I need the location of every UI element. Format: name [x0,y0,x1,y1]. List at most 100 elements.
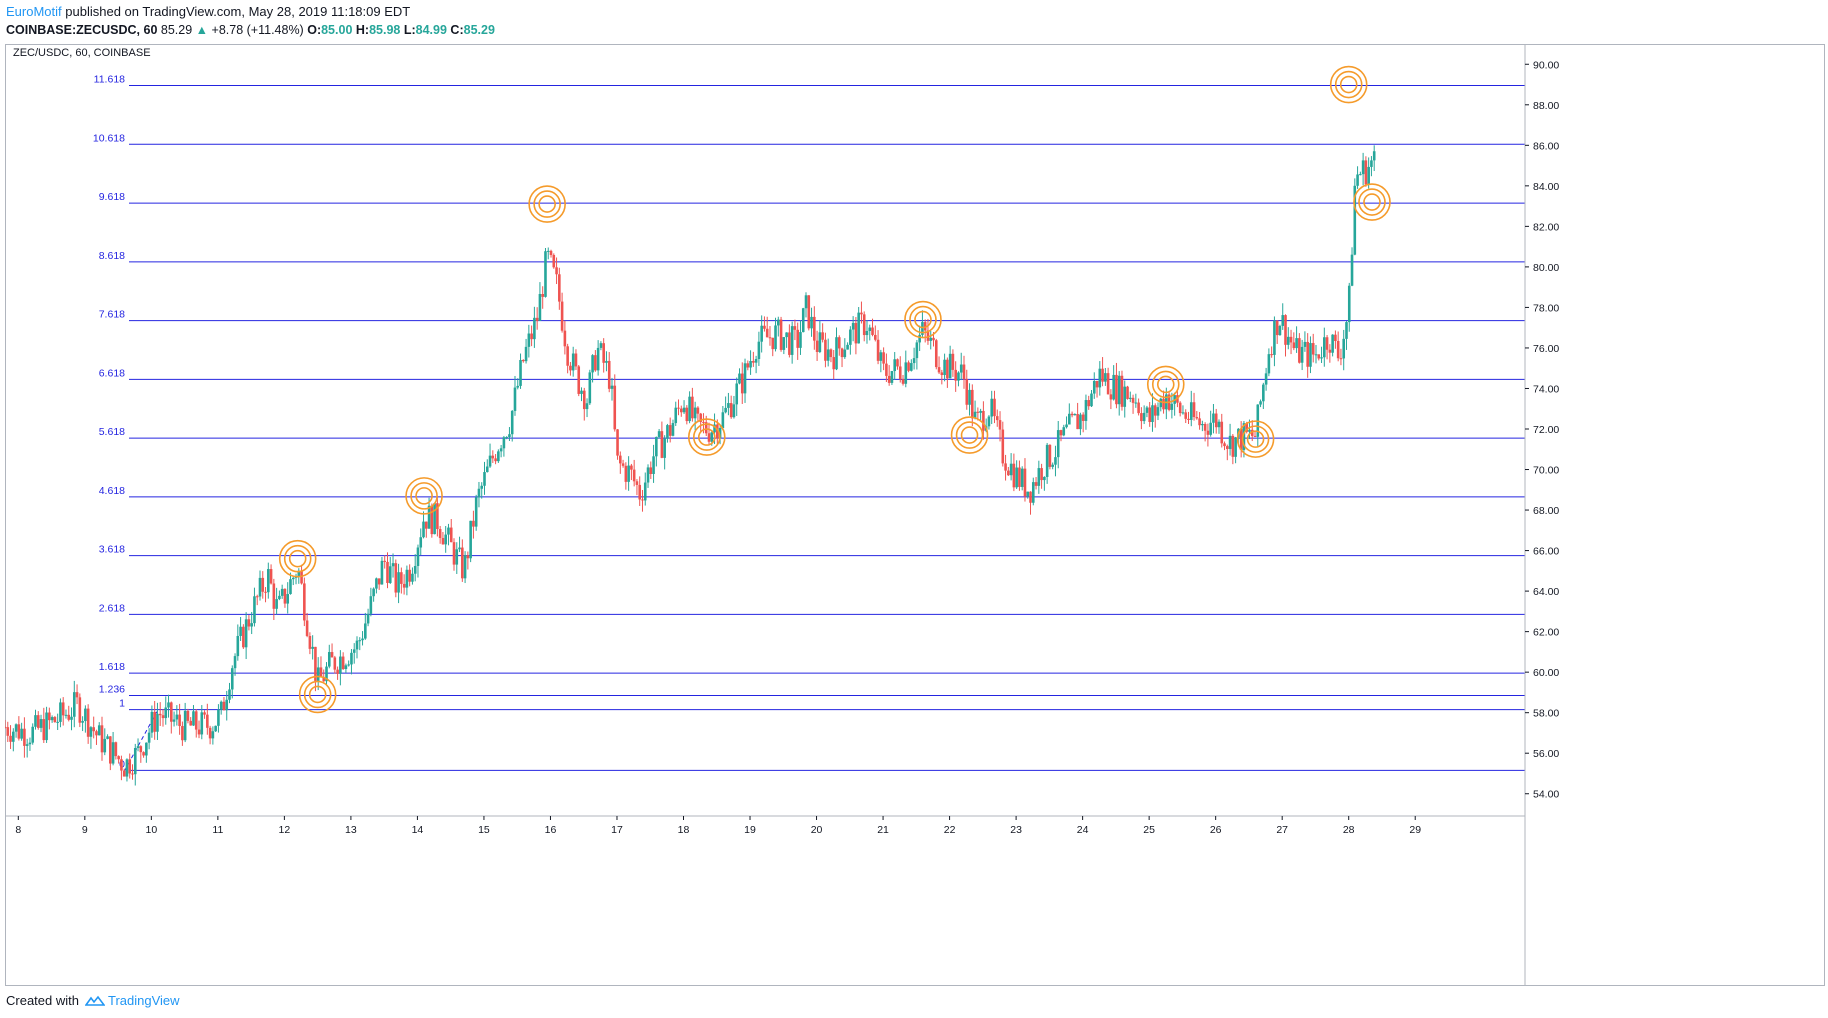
candle [857,307,860,344]
tradingview-logo-icon [84,995,105,1006]
candle-body [25,744,29,746]
candle-body [194,711,198,730]
candle-body [563,330,567,347]
candle [161,709,165,727]
candle [1051,462,1054,470]
candle-body [1095,380,1099,388]
candle [1350,247,1354,287]
candle-body [497,451,500,462]
candle-body [582,390,586,410]
candle [1300,339,1304,371]
candle-body [1151,405,1154,423]
candle-body [1092,380,1096,394]
candle-body [776,319,780,326]
candle-body [375,578,378,589]
candle [990,390,994,425]
candle-body [968,389,971,405]
candle [200,705,204,740]
candle [158,702,162,726]
candle [1212,404,1215,434]
candle [458,536,461,553]
candle [1056,421,1060,469]
price-tick-label: 60.00 [1533,667,1559,679]
candle-body [699,413,702,422]
candle-body [510,410,514,435]
candle [513,375,517,416]
candle [1040,463,1043,489]
candle [1189,390,1193,427]
footer: Created with TradingView [6,993,180,1008]
candle-body [84,708,87,722]
candle-body [1023,468,1027,497]
candle-body [386,561,389,583]
candle-body [289,579,292,595]
candle-body [1212,413,1215,423]
candle-body [574,353,578,367]
candle-body [169,702,173,722]
candle-body [860,312,863,315]
candle [70,707,73,731]
candle-body [161,715,165,719]
candle-body [1370,160,1373,167]
candle-body [666,425,669,439]
candle [1303,331,1307,352]
price-chart[interactable]: 011.2361.6182.6183.6184.6185.6186.6187.6… [3,44,1825,986]
candle [466,551,470,570]
candle-body [552,254,556,268]
candle-body [876,339,880,361]
candle [86,704,90,744]
candle [959,352,963,381]
candle-body [488,455,492,467]
candle-body [1220,421,1224,444]
candle [347,660,350,667]
candle [580,387,583,402]
candle-body [394,563,398,593]
author-link[interactable]: EuroMotif [6,4,62,19]
candle-body [388,566,392,583]
candle-body [314,646,317,681]
candle-body [846,344,849,350]
candle [1234,436,1237,464]
candle [1317,354,1321,361]
chart-area[interactable]: 011.2361.6182.6183.6184.6185.6186.6187.6… [3,44,1825,986]
candle [951,349,955,377]
candle [1120,370,1124,411]
candle-body [1134,402,1138,404]
candle-body [280,588,284,596]
candle [181,721,184,746]
candle-body [34,715,37,727]
candle [566,343,569,374]
candle-body [632,469,636,482]
candle [1295,326,1298,353]
candle [103,728,107,756]
candle-body [192,711,195,726]
candle-body [1159,398,1163,408]
candle [652,444,655,483]
candle-body [674,407,678,424]
time-tick-label: 21 [877,824,889,836]
candle-body [39,719,43,728]
tradingview-link[interactable]: TradingView [84,993,180,1008]
candle [923,319,927,343]
candle-body [874,334,877,340]
candle [1356,166,1359,189]
candle [78,693,82,728]
candle [1209,410,1212,437]
candle [1273,316,1276,367]
candle [727,392,730,416]
candle [278,590,281,601]
fib-level-label: 7.618 [99,309,125,321]
candle [1079,412,1082,436]
candle-body [693,407,697,419]
candle-body [571,353,575,371]
candle [1012,453,1016,492]
fib-level-label: 8.618 [99,250,125,262]
candle-body [158,713,162,716]
candle-body [707,433,711,442]
candle [829,348,833,363]
candle [613,374,617,432]
candle-body [291,577,295,580]
candle [915,339,919,370]
candle-body [1112,374,1115,400]
candle-body [59,702,62,722]
